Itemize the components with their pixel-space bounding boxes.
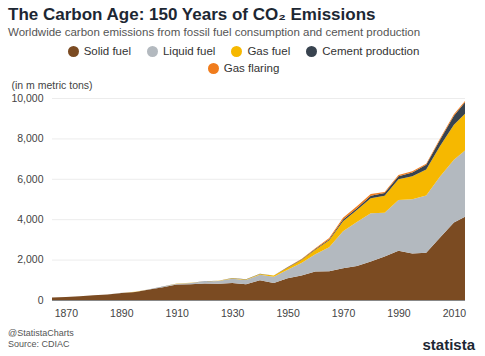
svg-text:2010: 2010 [443,307,467,319]
html-text:Worldwide carbon emissions fro: Worldwide carbon emissions from fossil f… [8,26,421,38]
html-text:Source: CDIAC: Source: CDIAC [8,339,70,349]
html-text:Gas fuel: Gas fuel [247,45,291,57]
html-text:Cement production: Cement production [322,45,420,57]
svg-text:1990: 1990 [387,307,411,319]
svg-text:(in m metric tons): (in m metric tons) [12,79,93,91]
html-text:@StatistaCharts: @StatistaCharts [8,328,74,338]
html-text:Gas flaring: Gas flaring [223,62,280,74]
svg-text:1890: 1890 [110,307,134,319]
svg-text:6,000: 6,000 [17,173,43,185]
svg-text:1930: 1930 [221,307,245,319]
svg-text:2,000: 2,000 [17,253,43,265]
svg-text:1950: 1950 [276,307,300,319]
html-text:statista: statista [422,336,475,353]
svg-text:0: 0 [38,294,44,306]
svg-text:10,000: 10,000 [11,92,43,104]
html-text:The Carbon Age: 150 Years of C: The Carbon Age: 150 Years of CO₂ Emissio… [8,5,376,24]
svg-text:1910: 1910 [166,307,190,319]
svg-text:1970: 1970 [332,307,356,319]
html-text:Liquid fuel: Liquid fuel [162,45,216,57]
svg-text:4,000: 4,000 [17,213,43,225]
html-text:Solid fuel: Solid fuel [83,45,131,57]
svg-text:1870: 1870 [55,307,79,319]
svg-text:8,000: 8,000 [17,132,43,144]
